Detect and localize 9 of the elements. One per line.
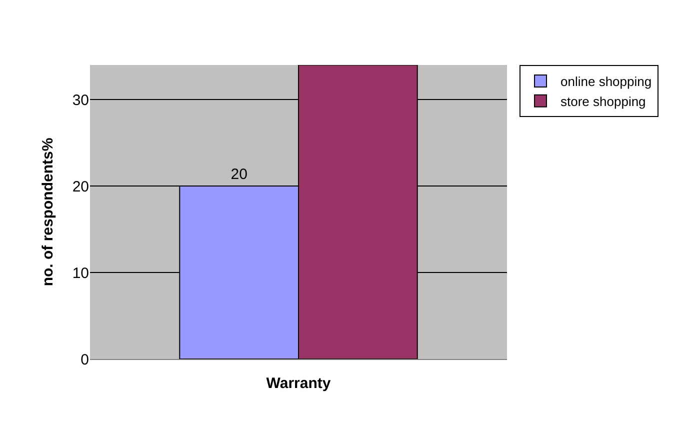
legend-label: store shopping <box>560 94 646 109</box>
y-axis-title: no. of respondents% <box>40 138 57 286</box>
y-tick-label: 30 <box>72 92 89 109</box>
y-tick-label: 10 <box>72 264 89 282</box>
x-axis-title: Warranty <box>266 375 332 392</box>
y-tick-label: 0 <box>80 351 89 368</box>
legend-label: online shopping <box>560 74 652 90</box>
data-label: 20 <box>230 166 248 184</box>
y-tick-label: 20 <box>72 178 89 196</box>
